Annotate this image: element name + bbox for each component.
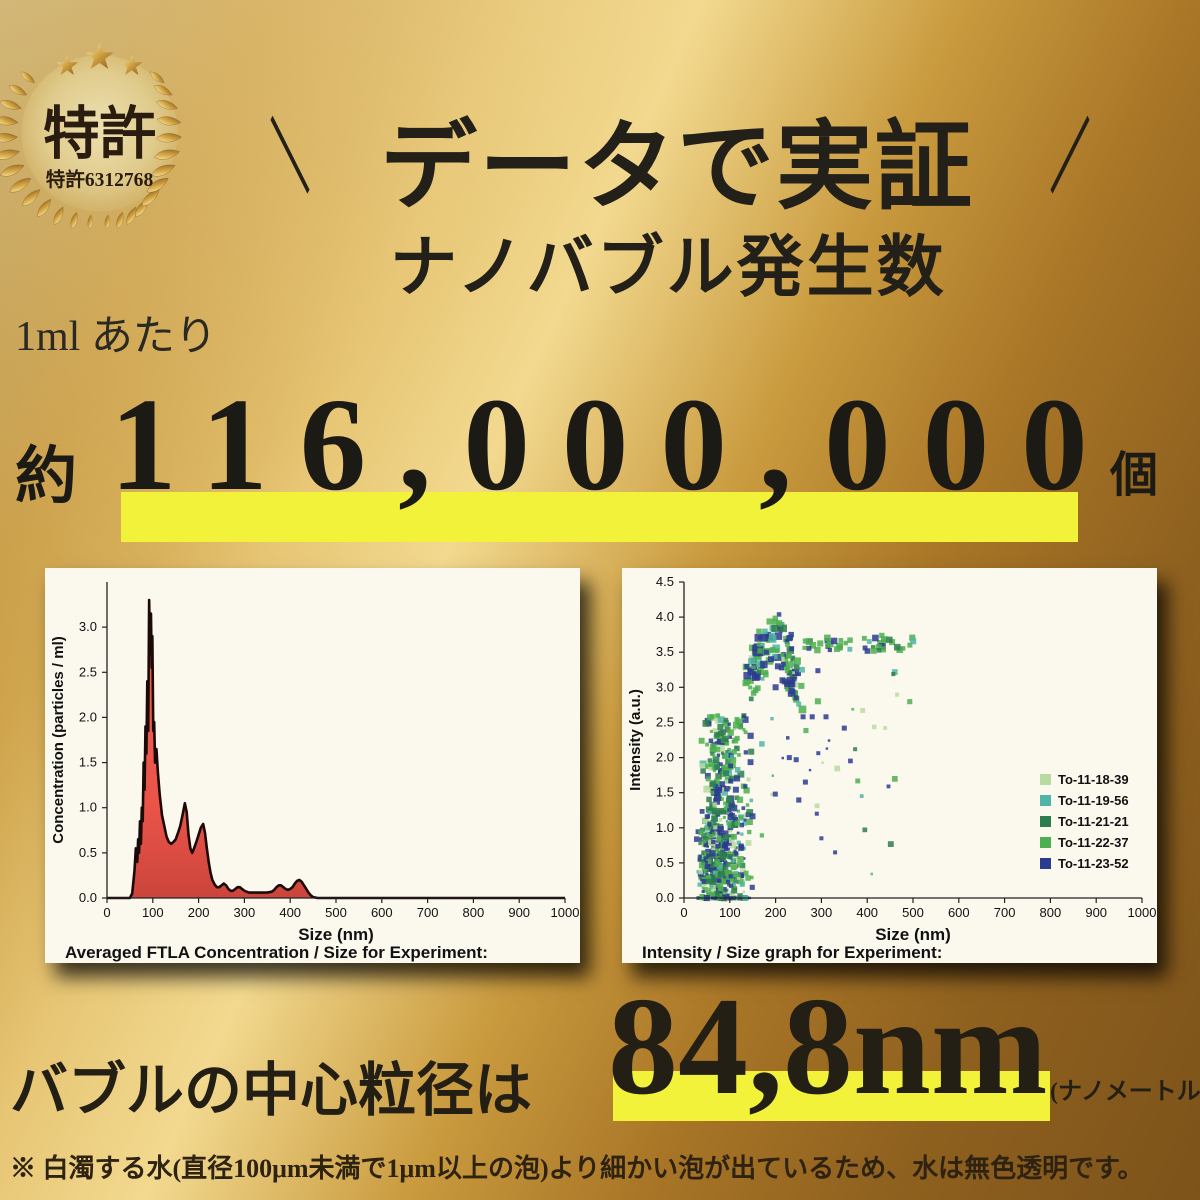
svg-text:400: 400 [856,905,878,920]
svg-text:300: 300 [811,905,833,920]
svg-text:3.5: 3.5 [656,644,674,659]
svg-text:2.5: 2.5 [656,714,674,729]
svg-text:Concentration (particles / ml): Concentration (particles / ml) [50,636,67,844]
svg-text:2.5: 2.5 [79,664,97,679]
svg-text:Intensity (a.u.): Intensity (a.u.) [627,689,644,791]
svg-text:900: 900 [508,905,530,920]
svg-text:200: 200 [188,905,210,920]
svg-text:800: 800 [1040,905,1062,920]
svg-text:600: 600 [371,905,393,920]
svg-text:0: 0 [680,905,687,920]
svg-text:Averaged FTLA Concentration /: Averaged FTLA Concentration / Size for E… [65,943,488,962]
svg-text:500: 500 [325,905,347,920]
svg-text:To-11-21-21: To-11-21-21 [1058,814,1129,829]
svg-text:100: 100 [719,905,741,920]
svg-text:4.5: 4.5 [656,574,674,589]
svg-text:3.0: 3.0 [656,679,674,694]
svg-text:2.0: 2.0 [79,709,97,724]
svg-text:To-11-22-37: To-11-22-37 [1058,835,1129,850]
svg-text:700: 700 [417,905,439,920]
svg-text:700: 700 [994,905,1016,920]
svg-text:0.5: 0.5 [656,855,674,870]
svg-text:300: 300 [234,905,256,920]
svg-text:400: 400 [279,905,301,920]
svg-text:200: 200 [765,905,787,920]
svg-text:1000: 1000 [1128,905,1157,920]
svg-text:0: 0 [103,905,110,920]
svg-text:600: 600 [948,905,970,920]
svg-text:2.0: 2.0 [656,750,674,765]
svg-text:0.0: 0.0 [656,890,674,905]
svg-text:0.5: 0.5 [79,845,97,860]
svg-text:Intensity / Size graph for Exp: Intensity / Size graph for Experiment: [642,943,942,962]
svg-text:To-11-19-56: To-11-19-56 [1058,793,1129,808]
svg-text:4.0: 4.0 [656,609,674,624]
svg-text:To-11-18-39: To-11-18-39 [1058,772,1129,787]
svg-text:1.5: 1.5 [656,785,674,800]
svg-text:500: 500 [902,905,924,920]
svg-text:特許: 特許 [43,103,156,166]
svg-text:3.0: 3.0 [79,619,97,634]
svg-text:Size (nm): Size (nm) [875,925,951,944]
svg-text:1000: 1000 [551,905,580,920]
svg-text:To-11-23-52: To-11-23-52 [1058,856,1129,871]
svg-text:Size (nm): Size (nm) [298,925,374,944]
svg-text:1.0: 1.0 [79,800,97,815]
svg-text:1.0: 1.0 [656,820,674,835]
svg-text:特許6312768: 特許6312768 [46,168,154,191]
svg-text:0.0: 0.0 [79,890,97,905]
svg-text:1.5: 1.5 [79,755,97,770]
svg-text:800: 800 [463,905,485,920]
svg-text:100: 100 [142,905,164,920]
svg-text:900: 900 [1085,905,1107,920]
